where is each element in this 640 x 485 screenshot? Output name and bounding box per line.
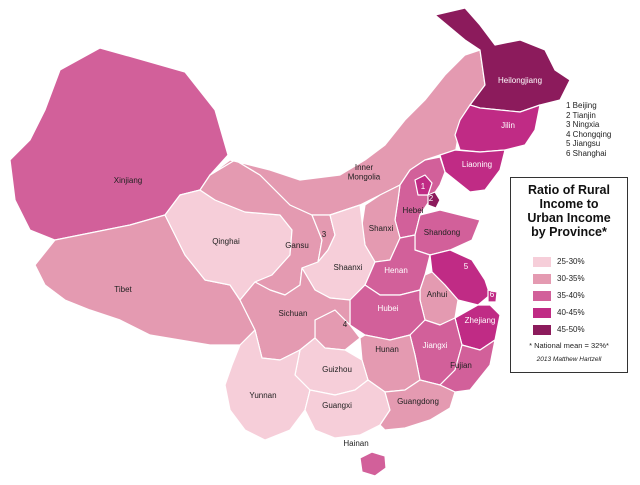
number-key-item: 6 Shanghai <box>566 148 607 158</box>
legend-label: 25-30% <box>557 257 585 266</box>
province-label-hubei: Hubei <box>378 304 399 313</box>
legend-swatch <box>533 291 551 301</box>
province-label-xinjiang: Xinjiang <box>114 176 142 185</box>
legend-title: Ratio of Rural Income to Urban Income by… <box>527 183 611 239</box>
province-label-anhui: Anhui <box>427 290 448 299</box>
province-label-zhejiang: Zhejiang <box>465 316 496 325</box>
province-label-shanghai: 6 <box>490 290 495 299</box>
province-label-jilin: Jilin <box>501 121 515 130</box>
province-label-tianjin: 2 <box>429 194 434 203</box>
legend-swatch <box>533 257 551 267</box>
province-label-henan: Henan <box>384 266 408 275</box>
province-label-fujian: Fujian <box>450 361 472 370</box>
province-label-shaanxi: Shaanxi <box>334 263 363 272</box>
province-label-guangdong: Guangdong <box>397 397 439 406</box>
number-key-item: 3 Ningxia <box>566 120 600 130</box>
province-tianjin <box>427 191 441 209</box>
province-heilongjiang <box>434 7 571 113</box>
legend-label: 45-50% <box>557 325 585 334</box>
number-key-item: 4 Chongqing <box>566 129 612 139</box>
province-label-yunnan: Yunnan <box>249 391 276 400</box>
province-label-chongqing: 4 <box>343 320 348 329</box>
legend-swatch <box>533 308 551 318</box>
province-fujian <box>439 339 496 393</box>
province-shanghai <box>487 289 498 303</box>
province-label-hunan: Hunan <box>375 345 399 354</box>
province-label-jiangsu: 5 <box>464 262 469 271</box>
province-hainan <box>359 451 387 477</box>
province-label-hebei: Hebei <box>403 206 424 215</box>
province-label-shanxi: Shanxi <box>369 224 394 233</box>
province-jilin <box>454 104 541 153</box>
province-label-guangxi: Guangxi <box>322 401 352 410</box>
province-label-heilongjiang: Heilongjiang <box>498 76 542 85</box>
province-hubei <box>349 284 426 341</box>
number-key: 1 Beijing 2 Tianjin 3 Ningxia 4 Chongqin… <box>566 101 611 159</box>
province-label-liaoning: Liaoning <box>462 160 492 169</box>
province-label-ningxia: 3 <box>322 230 327 239</box>
legend-label: 40-45% <box>557 308 585 317</box>
province-label-qinghai: Qinghai <box>212 237 240 246</box>
legend-swatch <box>533 274 551 284</box>
province-beijing <box>414 174 433 196</box>
legend-label: 30-35% <box>557 274 585 283</box>
province-liaoning <box>439 149 506 193</box>
legend-label: 35-40% <box>557 291 585 300</box>
legend-box: Ratio of Rural Income to Urban Income by… <box>510 177 628 373</box>
legend-swatch <box>533 325 551 335</box>
province-label-sichuan: Sichuan <box>279 309 308 318</box>
province-label-inner-mongolia: Inner Mongolia <box>348 163 381 182</box>
province-label-tibet: Tibet <box>114 285 132 294</box>
province-label-gansu: Gansu <box>285 241 309 250</box>
number-key-item: 5 Jiangsu <box>566 139 601 149</box>
province-label-shandong: Shandong <box>424 228 460 237</box>
province-label-jiangxi: Jiangxi <box>423 341 448 350</box>
province-label-hainan: Hainan <box>343 439 368 448</box>
province-guangdong <box>379 379 456 431</box>
number-key-item: 2 Tianjin <box>566 110 596 120</box>
national-mean-note: * National mean = 32%* <box>529 341 609 350</box>
province-label-beijing: 1 <box>421 182 426 191</box>
province-label-guizhou: Guizhou <box>322 365 352 374</box>
number-key-item: 1 Beijing <box>566 101 597 110</box>
author-credit: 2013 Matthew Hartzell <box>536 356 602 363</box>
